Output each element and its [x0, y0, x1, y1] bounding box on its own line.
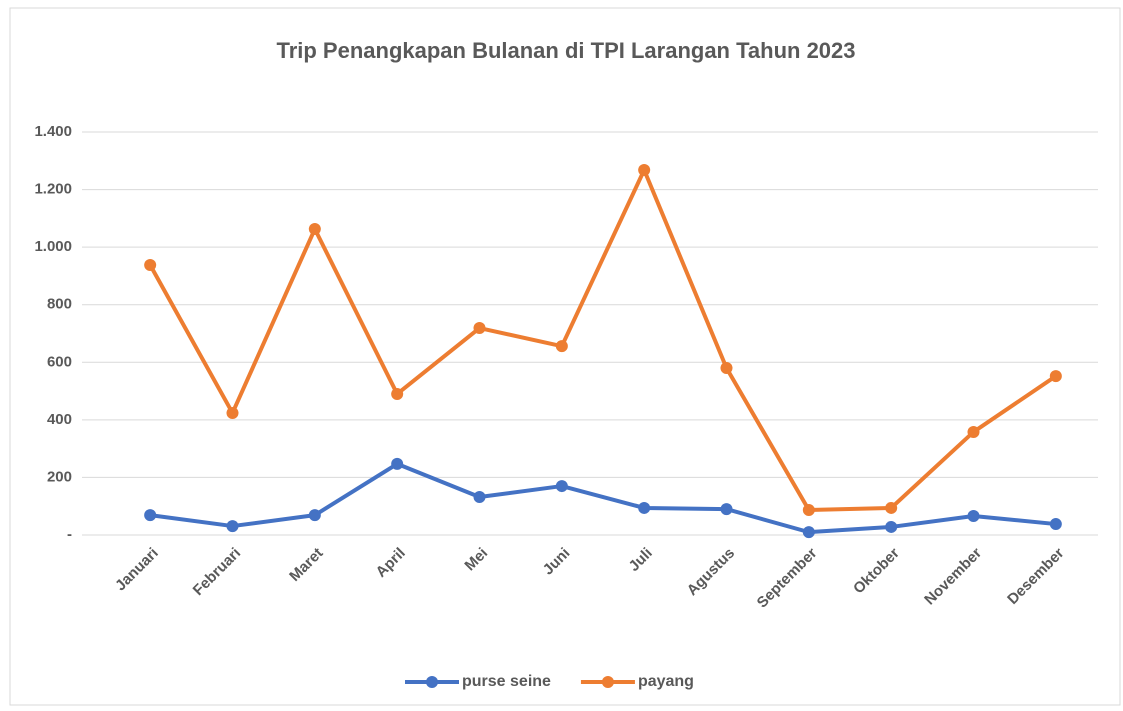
- data-point: [391, 457, 404, 470]
- legend-label: payang: [638, 673, 694, 690]
- data-point: [473, 491, 486, 504]
- data-point: [638, 501, 651, 514]
- data-point: [391, 387, 404, 400]
- data-point: [1049, 518, 1062, 531]
- data-point: [1049, 370, 1062, 383]
- series-line: [148, 167, 1057, 512]
- chart-title: Trip Penangkapan Bulanan di TPI Larangan…: [276, 38, 855, 63]
- y-tick-label: 200: [47, 468, 72, 485]
- data-point: [555, 480, 568, 493]
- legend-label: purse seine: [462, 673, 551, 690]
- data-point: [308, 223, 321, 236]
- data-point: [802, 526, 815, 539]
- data-point: [720, 503, 733, 516]
- y-tick-label: 1.400: [34, 123, 72, 140]
- data-point: [885, 501, 898, 514]
- legend-marker: [601, 676, 614, 688]
- data-point: [226, 406, 239, 419]
- data-point: [226, 520, 239, 533]
- data-point: [473, 322, 486, 335]
- series-line: [149, 461, 1057, 535]
- y-tick-label: -: [67, 526, 72, 543]
- data-point: [967, 425, 980, 438]
- data-point: [144, 258, 157, 271]
- data-point: [967, 510, 980, 523]
- legend-marker: [426, 676, 438, 688]
- data-point: [308, 509, 321, 522]
- data-point: [802, 503, 815, 516]
- data-point: [885, 520, 898, 533]
- y-tick-label: 800: [47, 296, 72, 313]
- data-point: [720, 362, 733, 375]
- data-point: [638, 163, 651, 176]
- y-tick-label: 1.000: [34, 238, 72, 255]
- y-tick-label: 600: [47, 353, 72, 370]
- chart-frame: [9, 7, 1121, 706]
- data-point: [555, 340, 568, 353]
- y-tick-label: 1.200: [34, 181, 72, 198]
- data-point: [144, 509, 157, 522]
- y-tick-label: 400: [47, 411, 72, 428]
